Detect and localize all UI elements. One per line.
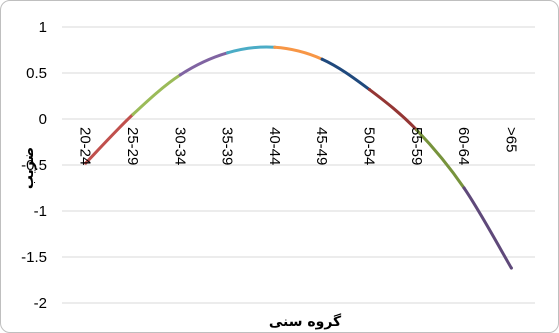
line-segment-35-39 xyxy=(226,45,277,55)
data-line xyxy=(84,45,513,270)
line-segment-25-29 xyxy=(131,73,182,116)
line-segment-45-49 xyxy=(320,57,371,92)
x-tick-label: 35-39 xyxy=(219,127,236,165)
y-axis-tick-labels: 1 0.5 0 -0.5 -1 -1.5 -2 xyxy=(21,19,47,312)
data-point xyxy=(226,51,230,55)
x-tick-label: 55-59 xyxy=(408,127,425,165)
x-tick-label: 40-44 xyxy=(266,127,283,165)
y-axis-title: ضریب xyxy=(21,147,37,189)
data-point xyxy=(415,128,419,132)
y-tick-label: -1 xyxy=(34,203,47,220)
data-point xyxy=(178,73,182,77)
x-tick-label: >65 xyxy=(502,127,519,152)
line-segment-20-24 xyxy=(84,112,135,165)
data-point xyxy=(84,161,88,165)
y-tick-label: 0.5 xyxy=(26,65,47,82)
x-tick-label: 30-34 xyxy=(171,127,188,165)
data-point xyxy=(367,88,371,92)
line-segment-40-44 xyxy=(273,45,324,61)
y-tick-label: -2 xyxy=(34,295,47,312)
data-point xyxy=(273,45,277,49)
y-tick-label: 0 xyxy=(39,111,47,128)
data-point xyxy=(131,112,135,116)
line-segment-50-54 xyxy=(367,88,419,132)
x-tick-label: 20-24 xyxy=(77,127,94,165)
y-tick-label: -1.5 xyxy=(21,249,47,266)
x-tick-label: 60-64 xyxy=(455,127,472,165)
line-segment-55-59 xyxy=(415,128,466,190)
data-point xyxy=(509,266,513,270)
x-tick-label: 25-29 xyxy=(124,127,141,165)
x-tick-label: 45-49 xyxy=(313,127,330,165)
y-tick-label: -0.5 xyxy=(21,157,47,174)
y-tick-label: 1 xyxy=(39,19,47,36)
data-point xyxy=(320,57,324,61)
x-axis-title: گروه سنی xyxy=(269,313,342,330)
line-segment-30-34 xyxy=(178,51,230,77)
x-axis-tick-labels: 20-24 25-29 30-34 35-39 40-44 45-49 50-54 55-59… xyxy=(77,127,520,165)
x-tick-label: 50-54 xyxy=(360,127,377,165)
gridlines xyxy=(62,26,535,304)
data-point xyxy=(462,186,466,190)
line-segment-60-64 xyxy=(462,186,513,270)
